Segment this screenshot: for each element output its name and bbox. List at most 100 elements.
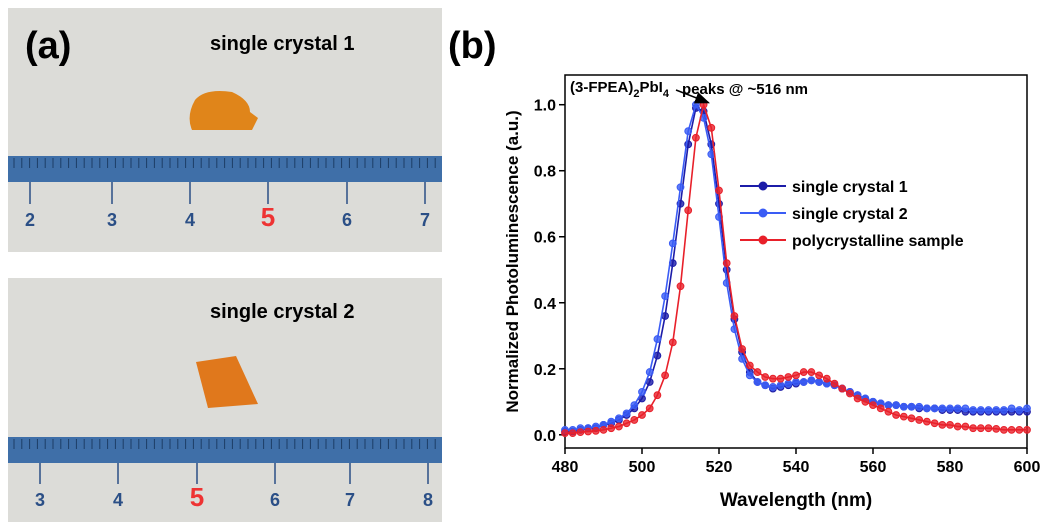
- data-point: [792, 378, 800, 386]
- data-point: [976, 424, 985, 433]
- x-tick-label: 480: [552, 459, 579, 476]
- data-point: [769, 374, 777, 383]
- data-point: [969, 406, 977, 414]
- data-point: [861, 397, 870, 406]
- y-tick-label: 1.0: [534, 98, 556, 115]
- data-point: [807, 376, 816, 385]
- data-point: [745, 361, 754, 370]
- data-point: [638, 387, 646, 396]
- data-point: [591, 426, 600, 435]
- x-tick-label: 520: [706, 459, 733, 476]
- crystal-1: [189, 91, 258, 130]
- data-point: [884, 407, 893, 416]
- data-point: [607, 417, 616, 426]
- subscript: 2: [633, 88, 639, 100]
- ruler-number: 3: [107, 210, 117, 230]
- legend-marker: [758, 235, 768, 245]
- data-point: [738, 345, 746, 353]
- data-point: [1000, 425, 1008, 434]
- data-point: [1015, 406, 1024, 414]
- data-point: [815, 371, 823, 380]
- legend-marker: [758, 181, 768, 191]
- x-tick-label: 540: [783, 459, 810, 476]
- ruler-number: 8: [423, 490, 433, 510]
- data-point: [923, 417, 931, 426]
- subscript: 4: [663, 88, 670, 100]
- data-point: [915, 402, 924, 411]
- legend-label: polycrystalline sample: [792, 233, 964, 250]
- data-point: [907, 414, 916, 423]
- data-point: [1015, 425, 1024, 434]
- data-point: [622, 419, 631, 428]
- legend-label: single crystal 1: [792, 179, 908, 196]
- data-point: [561, 429, 569, 438]
- data-point: [707, 123, 716, 132]
- ruler-number: 4: [113, 490, 123, 510]
- data-point: [976, 406, 985, 414]
- x-axis-label: Wavelength (nm): [720, 490, 872, 511]
- ruler-number: 3: [35, 490, 45, 510]
- data-point: [1007, 425, 1016, 434]
- data-point: [653, 391, 662, 400]
- data-point: [692, 100, 700, 109]
- data-point: [692, 133, 700, 142]
- data-point: [584, 427, 592, 436]
- x-tick-label: 500: [629, 459, 656, 476]
- data-point: [653, 351, 662, 360]
- data-point: [961, 422, 970, 431]
- data-point: [645, 404, 654, 413]
- data-point: [1007, 404, 1016, 413]
- data-point: [930, 419, 939, 428]
- data-point: [730, 312, 739, 320]
- data-point: [676, 183, 685, 192]
- legend-marker: [758, 208, 768, 218]
- data-point: [684, 206, 693, 215]
- data-point: [738, 354, 746, 363]
- photo-caption: single crystal 2: [210, 301, 355, 323]
- legend-label: single crystal 2: [792, 206, 908, 223]
- y-tick-label: 0.4: [534, 296, 556, 313]
- data-point: [761, 381, 770, 390]
- data-point: [753, 378, 762, 386]
- plot-frame: [564, 74, 1028, 449]
- data-point: [984, 406, 993, 414]
- x-tick-label: 580: [937, 459, 964, 476]
- annotation: peaks @ ~516 nm: [682, 81, 808, 98]
- ruler-number: 4: [185, 210, 195, 230]
- x-tick-label: 560: [860, 459, 887, 476]
- ruler-number: 6: [270, 490, 280, 510]
- data-point: [668, 338, 677, 347]
- data-point: [599, 425, 608, 434]
- ruler-number: 2: [25, 210, 35, 230]
- data-point: [838, 384, 847, 393]
- panel-a: (a) single crystal 1 single crystal 2: [8, 8, 442, 522]
- y-tick-label: 0.0: [534, 428, 556, 445]
- data-point: [946, 404, 954, 413]
- data-point: [853, 394, 862, 403]
- data-point: [630, 401, 639, 409]
- data-point: [899, 402, 908, 411]
- data-point: [630, 416, 639, 424]
- ruler-number: 7: [345, 490, 355, 510]
- data-point: [753, 368, 762, 376]
- data-point: [953, 404, 962, 413]
- data-point: [676, 282, 685, 291]
- data-point: [607, 424, 616, 433]
- data-point: [930, 404, 939, 413]
- data-point: [745, 371, 754, 380]
- data-point: [645, 368, 654, 376]
- data-point: [846, 389, 854, 398]
- data-point: [661, 371, 669, 380]
- data-point: [799, 378, 808, 386]
- data-point: [576, 428, 585, 437]
- data-point: [668, 239, 677, 248]
- data-point: [992, 424, 1001, 433]
- data-point: [969, 424, 977, 433]
- crystal-2: [196, 356, 258, 408]
- ruler-number: 7: [420, 210, 430, 230]
- formula-part: PbI: [639, 79, 662, 96]
- data-point: [830, 379, 839, 388]
- data-point: [792, 371, 800, 380]
- panel-label: (a): [25, 25, 71, 67]
